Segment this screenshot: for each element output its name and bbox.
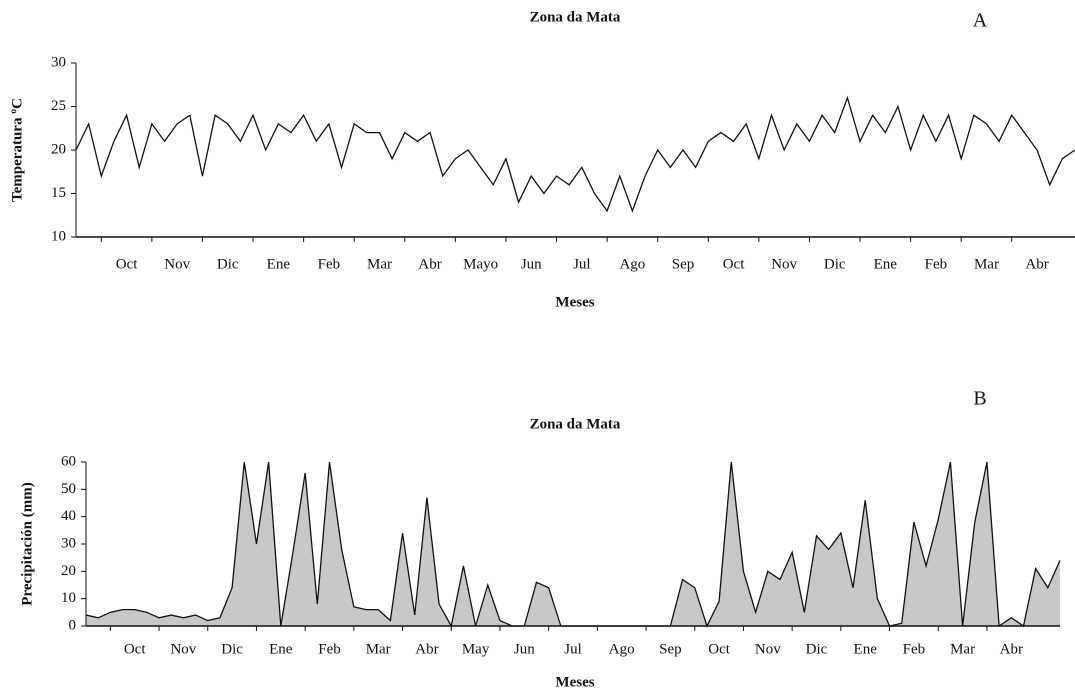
- x-tick-label: Jul: [564, 641, 582, 657]
- x-tick-label: Dic: [217, 256, 239, 272]
- x-tick-label: Mar: [367, 256, 392, 272]
- x-tick-label: Abr: [1025, 256, 1048, 272]
- x-tick-label: Abr: [1000, 641, 1023, 657]
- x-tick-label: Dic: [824, 256, 846, 272]
- x-tick-label: Abr: [415, 641, 438, 657]
- y-tick-label: 60: [61, 453, 76, 469]
- x-tick-label: Oct: [124, 641, 146, 657]
- x-tick-label: Ago: [609, 641, 635, 657]
- x-tick-label: Sep: [659, 641, 682, 657]
- x-tick-label: Oct: [708, 641, 730, 657]
- x-tick-label: Nov: [164, 256, 190, 272]
- y-tick-label: 10: [51, 228, 66, 244]
- y-tick-label: 10: [61, 590, 76, 606]
- x-axis-title: Meses: [555, 674, 594, 690]
- x-tick-label: Jun: [521, 256, 542, 272]
- x-tick-label: Ago: [619, 256, 645, 272]
- x-tick-label: Jun: [514, 641, 535, 657]
- x-tick-label: Nov: [771, 256, 797, 272]
- x-tick-label: Nov: [170, 641, 196, 657]
- chart-title: Zona da Mata: [530, 9, 621, 25]
- x-tick-label: Ene: [874, 256, 898, 272]
- x-tick-label: Mar: [974, 256, 999, 272]
- x-tick-label: Feb: [925, 256, 948, 272]
- x-tick-label: Abr: [418, 256, 441, 272]
- x-tick-label: Dic: [806, 641, 828, 657]
- y-tick-label: 20: [61, 563, 76, 579]
- x-tick-label: Ene: [854, 641, 878, 657]
- x-tick-label: Sep: [672, 256, 695, 272]
- y-tick-label: 25: [51, 98, 66, 114]
- x-tick-label: Ene: [269, 641, 293, 657]
- x-tick-label: Feb: [903, 641, 926, 657]
- y-tick-label: 40: [61, 508, 76, 524]
- area: [86, 462, 1060, 626]
- x-tick-label: Dic: [221, 641, 243, 657]
- y-tick-label: 50: [61, 481, 76, 497]
- x-tick-label: May: [462, 641, 490, 657]
- x-tick-label: Feb: [318, 641, 341, 657]
- y-axis-title: Precipitación (mm): [19, 482, 35, 605]
- x-tick-label: Feb: [318, 256, 341, 272]
- y-tick-label: 15: [51, 185, 66, 201]
- y-axis-title: Temperatura ºC: [9, 98, 25, 202]
- line: [75, 95, 1075, 213]
- x-tick-label: Mar: [950, 641, 975, 657]
- x-tick-label: Jul: [573, 256, 591, 272]
- panel-label: B: [973, 388, 986, 410]
- y-tick-label: 30: [51, 54, 66, 70]
- y-tick-label: 30: [61, 535, 76, 551]
- x-axis-title: Meses: [555, 294, 594, 310]
- x-tick-label: Oct: [116, 256, 138, 272]
- panel-label: A: [973, 10, 988, 32]
- x-tick-label: Mar: [366, 641, 391, 657]
- y-tick-label: 0: [69, 617, 77, 633]
- chart-title: Zona da Mata: [530, 416, 621, 432]
- x-tick-label: Ene: [267, 256, 291, 272]
- x-tick-label: Oct: [723, 256, 745, 272]
- x-tick-label: Nov: [755, 641, 781, 657]
- x-tick-label: Mayo: [463, 256, 498, 272]
- y-tick-label: 20: [51, 141, 66, 157]
